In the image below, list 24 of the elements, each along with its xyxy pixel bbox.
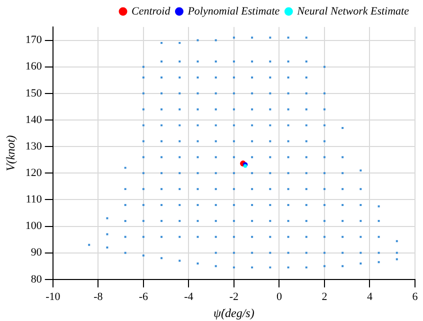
legend-label: Centroid [132, 5, 171, 18]
y-tick-label: 170 [25, 34, 42, 46]
x-tick-label: 4 [366, 290, 373, 303]
x-axis-title: ψ̇(deg/s) [214, 306, 254, 320]
y-tick-label: 100 [25, 220, 42, 232]
y-tick-label: 150 [25, 87, 42, 100]
y-axis-title: V(knot) [3, 135, 18, 172]
y-tick-label: 140 [25, 114, 42, 126]
y-tick-label: 120 [25, 167, 42, 180]
x-tick-label: 0 [276, 290, 282, 303]
x-tick-label: -10 [46, 290, 61, 303]
y-tick-label: 110 [26, 194, 42, 206]
x-tick-label: 6 [412, 290, 418, 303]
x-tick-label: -8 [94, 290, 104, 303]
y-tick-label: 80 [30, 273, 42, 286]
legend-label: Polynomial Estimate [186, 5, 280, 18]
y-tick-label: 90 [30, 246, 42, 259]
y-tick-label: 160 [25, 60, 42, 73]
x-tick-label: -2 [229, 290, 239, 303]
legend-label: Neural Network Estimate [296, 5, 410, 18]
x-tick-label: -6 [138, 290, 148, 303]
x-tick-label: -4 [184, 290, 194, 303]
x-tick-label: 2 [322, 290, 328, 303]
y-tick-label: 130 [25, 140, 42, 152]
